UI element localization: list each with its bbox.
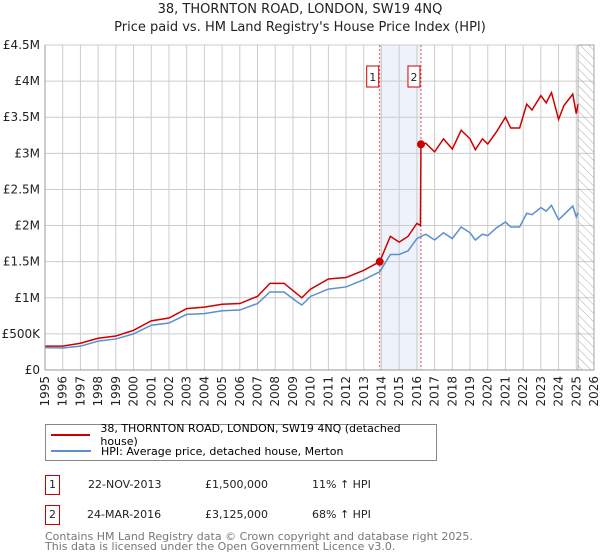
legend-label: 38, THORNTON ROAD, LONDON, SW19 4NQ (det…	[100, 422, 401, 448]
x-tick-label: 2017	[428, 376, 442, 407]
y-tick-label: £4M	[14, 74, 40, 88]
y-tick-label: £2M	[14, 219, 40, 233]
transaction-hpi: 11% ↑ HPI	[312, 478, 371, 491]
shaded-period	[379, 45, 421, 370]
footer-copyright: Contains HM Land Registry data © Crown c…	[45, 530, 473, 543]
x-tick-label: 1997	[73, 376, 87, 407]
legend: 38, THORNTON ROAD, LONDON, SW19 4NQ (det…	[45, 422, 437, 461]
x-tick-label: 1995	[38, 376, 52, 407]
x-tick-label: 2023	[534, 376, 548, 407]
y-tick-label: £1.5M	[3, 255, 40, 269]
y-tick-label: £0	[25, 363, 40, 377]
x-tick-label: 2016	[410, 376, 424, 407]
annotation-label: 1	[369, 71, 376, 84]
annotation-label: 2	[410, 71, 417, 84]
x-tick-label: 2010	[304, 376, 318, 407]
y-tick-label: £3.5M	[3, 110, 40, 124]
x-tick-label: 2019	[463, 376, 477, 407]
x-tick-label: 2003	[180, 376, 194, 407]
legend-swatch	[51, 434, 91, 436]
sale-point	[416, 140, 425, 149]
x-tick-label: 1996	[56, 376, 70, 407]
y-tick-label: £1M	[14, 291, 40, 305]
annotation-badge	[366, 65, 380, 88]
x-tick-label: 2026	[587, 376, 600, 407]
legend-label: HPI: Average price, detached house, Mert…	[101, 444, 344, 458]
series-line	[44, 204, 579, 349]
x-tick-label: 2008	[268, 376, 282, 407]
transaction-date: 22-NOV-2013	[88, 478, 162, 491]
y-tick-label: £3M	[14, 146, 40, 160]
chart-title: 38, THORNTON ROAD, LONDON, SW19 4NQ	[157, 2, 443, 17]
y-tick-label: £2.5M	[3, 182, 40, 196]
x-tick-label: 2009	[286, 376, 300, 407]
transaction-row: 2 24-MAR-2016 £3,125,000 68% ↑ HPI	[45, 505, 545, 525]
x-tick-label: 2018	[445, 376, 459, 407]
y-tick-label: £500K	[2, 327, 42, 341]
y-tick-label: £4.5M	[3, 38, 40, 52]
x-tick-label: 2021	[498, 376, 512, 407]
transaction-badge: 2	[45, 505, 60, 525]
x-tick-label: 2011	[321, 376, 335, 407]
x-tick-label: 2004	[197, 376, 211, 407]
chart-subtitle: Price paid vs. HM Land Registry's House …	[114, 20, 486, 35]
series-line	[45, 90, 579, 347]
transaction-hpi: 68% ↑ HPI	[312, 508, 371, 521]
legend-swatch	[51, 450, 91, 452]
x-tick-label: 2014	[374, 376, 388, 407]
x-tick-label: 1999	[109, 376, 123, 407]
price-chart: £0 £500K £1M £1.5M £2M £2.5M £3M £3.5M £4M £4.5M 1…	[2, 38, 600, 407]
transaction-date: 24-MAR-2016	[87, 508, 162, 521]
x-tick-label: 2002	[162, 376, 176, 407]
x-tick-label: 2012	[339, 376, 353, 407]
x-tick-label: 2024	[552, 376, 566, 407]
x-tick-label: 2022	[516, 376, 530, 407]
transaction-row: 1 22-NOV-2013 £1,500,000 11% ↑ HPI	[45, 475, 545, 495]
forecast-hatch	[577, 44, 595, 371]
x-tick-label: 2000	[127, 376, 141, 407]
x-tick-label: 2005	[215, 376, 229, 407]
x-tick-label: 1998	[91, 376, 105, 407]
transaction-badge: 1	[45, 475, 60, 495]
sale-point	[375, 257, 384, 266]
footer-licence: This data is licensed under the Open Gov…	[45, 540, 396, 553]
x-tick-label: 2025	[569, 376, 583, 407]
x-tick-label: 2013	[357, 376, 371, 407]
x-tick-label: 2001	[144, 376, 158, 407]
x-tick-label: 2007	[251, 376, 265, 407]
x-tick-label: 2020	[481, 376, 495, 407]
transaction-price: £1,500,000	[205, 478, 268, 491]
transaction-price: £3,125,000	[205, 508, 268, 521]
x-tick-label: 2006	[233, 376, 247, 407]
legend-item-property: 38, THORNTON ROAD, LONDON, SW19 4NQ (det…	[51, 422, 436, 448]
x-tick-label: 2015	[392, 376, 406, 407]
annotation-badge	[407, 65, 421, 88]
legend-item-hpi: HPI: Average price, detached house, Mert…	[51, 443, 343, 459]
